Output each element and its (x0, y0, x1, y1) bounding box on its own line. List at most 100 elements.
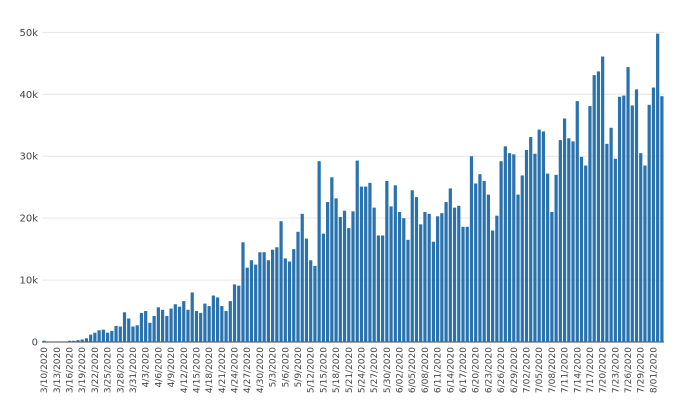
bar (617, 96, 622, 342)
bar (114, 325, 118, 342)
x-tick-label: 3/25/2020 (104, 347, 114, 393)
x-tick-label: 7/29/2020 (637, 347, 647, 393)
bar (127, 318, 131, 342)
x-tick-label: 7/26/2020 (624, 347, 634, 393)
x-tick-label: 8/01/2020 (649, 347, 659, 393)
x-tick-label: 5/30/2020 (383, 347, 393, 393)
x-tick-label: 4/9/2020 (167, 347, 177, 388)
bar (575, 101, 579, 343)
bar (309, 260, 313, 342)
bar (512, 154, 516, 342)
bar (237, 285, 241, 342)
bar (334, 198, 338, 342)
bar (203, 303, 207, 342)
bar (275, 247, 279, 342)
bar (406, 239, 410, 342)
bar (486, 194, 491, 342)
bar (194, 311, 199, 342)
bar (266, 260, 270, 342)
bar (558, 140, 562, 342)
bar (110, 330, 114, 342)
bar (639, 153, 643, 342)
bar (550, 211, 554, 342)
bar (182, 301, 186, 342)
x-tick-label: 5/6/2020 (281, 347, 291, 388)
bar (660, 96, 664, 342)
bar (271, 249, 275, 342)
x-tick-label: 5/27/2020 (370, 347, 380, 393)
x-tick-label: 3/31/2020 (129, 347, 139, 393)
bar (423, 211, 427, 342)
bar (546, 173, 550, 342)
bar (67, 340, 72, 342)
bar (300, 213, 304, 342)
bar (414, 197, 419, 342)
bar (186, 309, 190, 342)
bar (567, 138, 571, 342)
bar (101, 329, 105, 342)
bar (245, 267, 249, 342)
y-tick-label: 10k (19, 276, 38, 287)
bar (118, 326, 122, 342)
bar (135, 325, 139, 342)
bar (381, 235, 385, 342)
x-tick-label: 3/16/2020 (66, 347, 76, 393)
bar (144, 311, 148, 342)
bar (190, 292, 194, 342)
bar (42, 340, 46, 342)
bar (554, 174, 558, 342)
bar (609, 127, 613, 342)
bar (342, 210, 347, 342)
bar (355, 160, 359, 342)
x-tick-label: 4/21/2020 (218, 347, 228, 393)
bar (402, 218, 406, 342)
bar (495, 215, 499, 342)
x-tick-label: 6/11/2020 (434, 347, 444, 393)
x-tick-label: 4/12/2020 (180, 347, 190, 393)
bar (440, 213, 444, 342)
bar (199, 312, 203, 342)
x-tick-label: 6/05/2020 (408, 347, 418, 393)
bar (76, 340, 80, 342)
bar (89, 334, 93, 342)
bar (448, 188, 452, 342)
bar (279, 221, 283, 342)
bar (165, 315, 169, 342)
bar (364, 186, 368, 342)
bar (613, 158, 617, 342)
bar (452, 207, 457, 342)
bar (516, 194, 520, 342)
bar (262, 252, 266, 342)
bar (97, 330, 101, 342)
bar (249, 260, 254, 342)
bar (626, 67, 630, 342)
y-tick-label: 20k (19, 214, 38, 225)
x-tick-label: 6/02/2020 (396, 347, 406, 393)
bar (584, 165, 588, 342)
bar (220, 306, 224, 342)
bar (122, 312, 127, 342)
bar (596, 71, 601, 343)
x-tick-label: 4/18/2020 (205, 347, 215, 393)
bar (520, 175, 524, 342)
bar (173, 304, 177, 342)
x-tick-label: 7/11/2020 (561, 347, 571, 393)
x-tick-label: 7/20/2020 (599, 347, 609, 393)
bar (321, 233, 325, 342)
bar (313, 265, 317, 342)
bar (105, 332, 110, 342)
bars (42, 33, 664, 343)
bar (287, 261, 292, 342)
bar (228, 301, 232, 342)
bar (215, 297, 220, 342)
bar (457, 205, 461, 342)
bar (643, 165, 647, 342)
bar (562, 118, 567, 343)
bar (63, 341, 67, 342)
bar (139, 312, 144, 342)
y-tick-label: 0 (32, 338, 38, 349)
x-tick-label: 7/05/2020 (535, 347, 545, 393)
bar (571, 141, 575, 342)
x-tick-label: 5/24/2020 (357, 347, 367, 393)
